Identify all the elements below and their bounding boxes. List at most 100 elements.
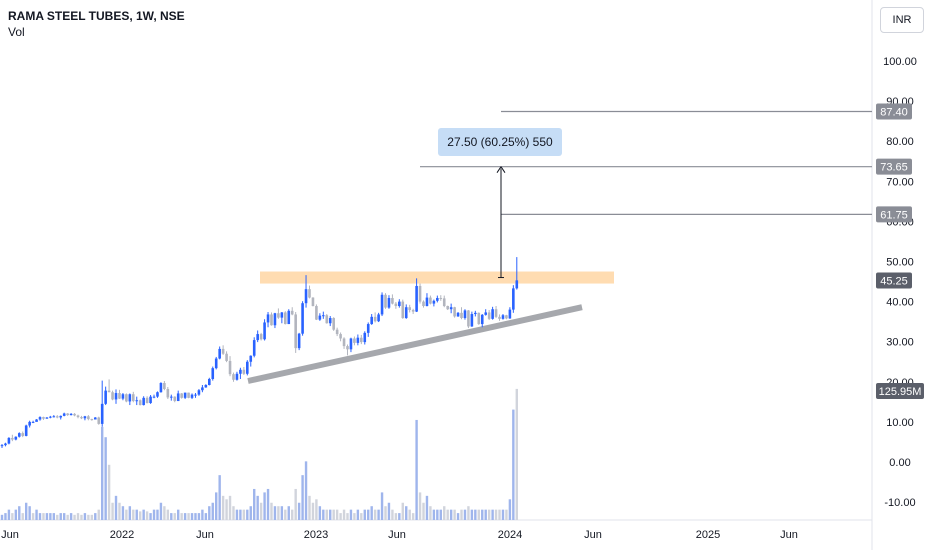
candle-body: [449, 307, 453, 310]
volume-indicator-label[interactable]: Vol: [8, 25, 25, 39]
y-tick-label: 50.00: [886, 257, 914, 269]
x-tick-label: 2023: [304, 529, 328, 541]
candle-body: [384, 294, 387, 308]
volume-bar: [463, 509, 467, 520]
candle-body: [97, 417, 101, 424]
volume-bar: [80, 514, 83, 520]
volume-bar: [163, 506, 166, 520]
candle-body: [152, 396, 156, 398]
volume-bar: [73, 514, 76, 520]
support-trendline: [247, 304, 583, 384]
volume-bar: [453, 509, 456, 520]
candle-body: [107, 390, 111, 393]
volume-bar: [332, 509, 335, 520]
candle-body: [398, 301, 401, 307]
candle-body: [318, 315, 322, 320]
volume-bar: [377, 509, 380, 520]
volume-bar: [315, 499, 318, 520]
volume-bar: [439, 509, 442, 520]
volume-bar: [512, 409, 515, 520]
x-tick-label: Jun: [196, 529, 214, 541]
candle-body: [218, 348, 221, 359]
volume-bar: [411, 513, 415, 520]
volume-bar: [342, 509, 346, 520]
candle-body: [512, 288, 515, 310]
volume-bar: [505, 509, 508, 520]
candle-body: [477, 312, 481, 325]
y-tick-label: -10.00: [884, 497, 915, 509]
volume-bar: [339, 513, 342, 520]
candle-body: [242, 369, 246, 374]
candle-body: [270, 314, 273, 326]
volume-bar: [35, 509, 38, 520]
volume-bar: [183, 513, 187, 520]
candle-body: [387, 297, 391, 308]
candle-body: [14, 436, 18, 440]
candle-body: [246, 361, 249, 374]
candle-body: [128, 394, 132, 402]
y-tick-label: 10.00: [886, 417, 914, 429]
candle-body: [173, 396, 177, 402]
candle-body: [335, 329, 339, 335]
volume-bar: [242, 509, 246, 520]
candle-body: [349, 338, 353, 350]
candle-body: [142, 397, 145, 406]
price-tag-label: 61.75: [880, 209, 908, 221]
candle-body: [460, 312, 463, 319]
symbol-title[interactable]: RAMA STEEL TUBES, 1W, NSE: [8, 9, 185, 23]
candle-body: [214, 358, 218, 369]
volume-bar: [170, 513, 173, 520]
x-tick-label: Jun: [584, 529, 602, 541]
candle-body: [159, 383, 163, 393]
candle-body: [422, 301, 425, 307]
candle-body: [370, 316, 373, 325]
candle-body: [11, 437, 14, 440]
currency-button[interactable]: INR: [880, 7, 924, 33]
volume-bar: [498, 509, 501, 520]
candle-body: [498, 316, 501, 319]
candle-body: [232, 374, 235, 380]
volume-bar: [329, 509, 332, 520]
candle-body: [42, 417, 45, 419]
candle-body: [83, 416, 87, 419]
volume-bar: [301, 475, 304, 520]
candle-body: [131, 394, 135, 402]
candle-body: [439, 297, 443, 299]
volume-bar: [104, 437, 107, 520]
volume-bar: [436, 509, 439, 520]
candle-body: [35, 419, 38, 422]
volume-bar: [408, 509, 411, 520]
candle-body: [21, 433, 25, 436]
volume-bar: [69, 513, 73, 520]
y-tick-label: 100.00: [883, 56, 917, 68]
y-tick-label: 70.00: [886, 176, 914, 188]
candle-body: [163, 383, 166, 390]
price-tag-label: 45.25: [880, 276, 908, 288]
candle-body: [484, 312, 487, 315]
candle-body: [180, 393, 183, 398]
volume-bar: [470, 509, 474, 520]
candle-body: [239, 369, 242, 374]
candle-body: [432, 300, 436, 304]
candle-body: [404, 307, 408, 319]
candle-body: [453, 307, 456, 317]
candle-body: [145, 397, 149, 404]
price-tag-label: 87.40: [880, 107, 908, 119]
candle-body: [446, 306, 449, 310]
volume-bar: [432, 509, 436, 520]
candle-body: [436, 297, 439, 301]
volume-bar: [311, 502, 315, 520]
volume-bar: [159, 502, 163, 520]
volume-bar: [190, 513, 194, 520]
candle-body: [76, 415, 80, 418]
volume-bar: [232, 506, 235, 520]
volume-bar: [256, 495, 259, 520]
price-tag-label: 73.65: [880, 162, 908, 174]
volume-bar: [11, 513, 14, 520]
volume-bar: [308, 495, 311, 520]
volume-bar: [83, 513, 87, 520]
volume-bar: [166, 509, 170, 520]
volume-bar: [90, 514, 94, 520]
candle-body: [442, 298, 446, 307]
